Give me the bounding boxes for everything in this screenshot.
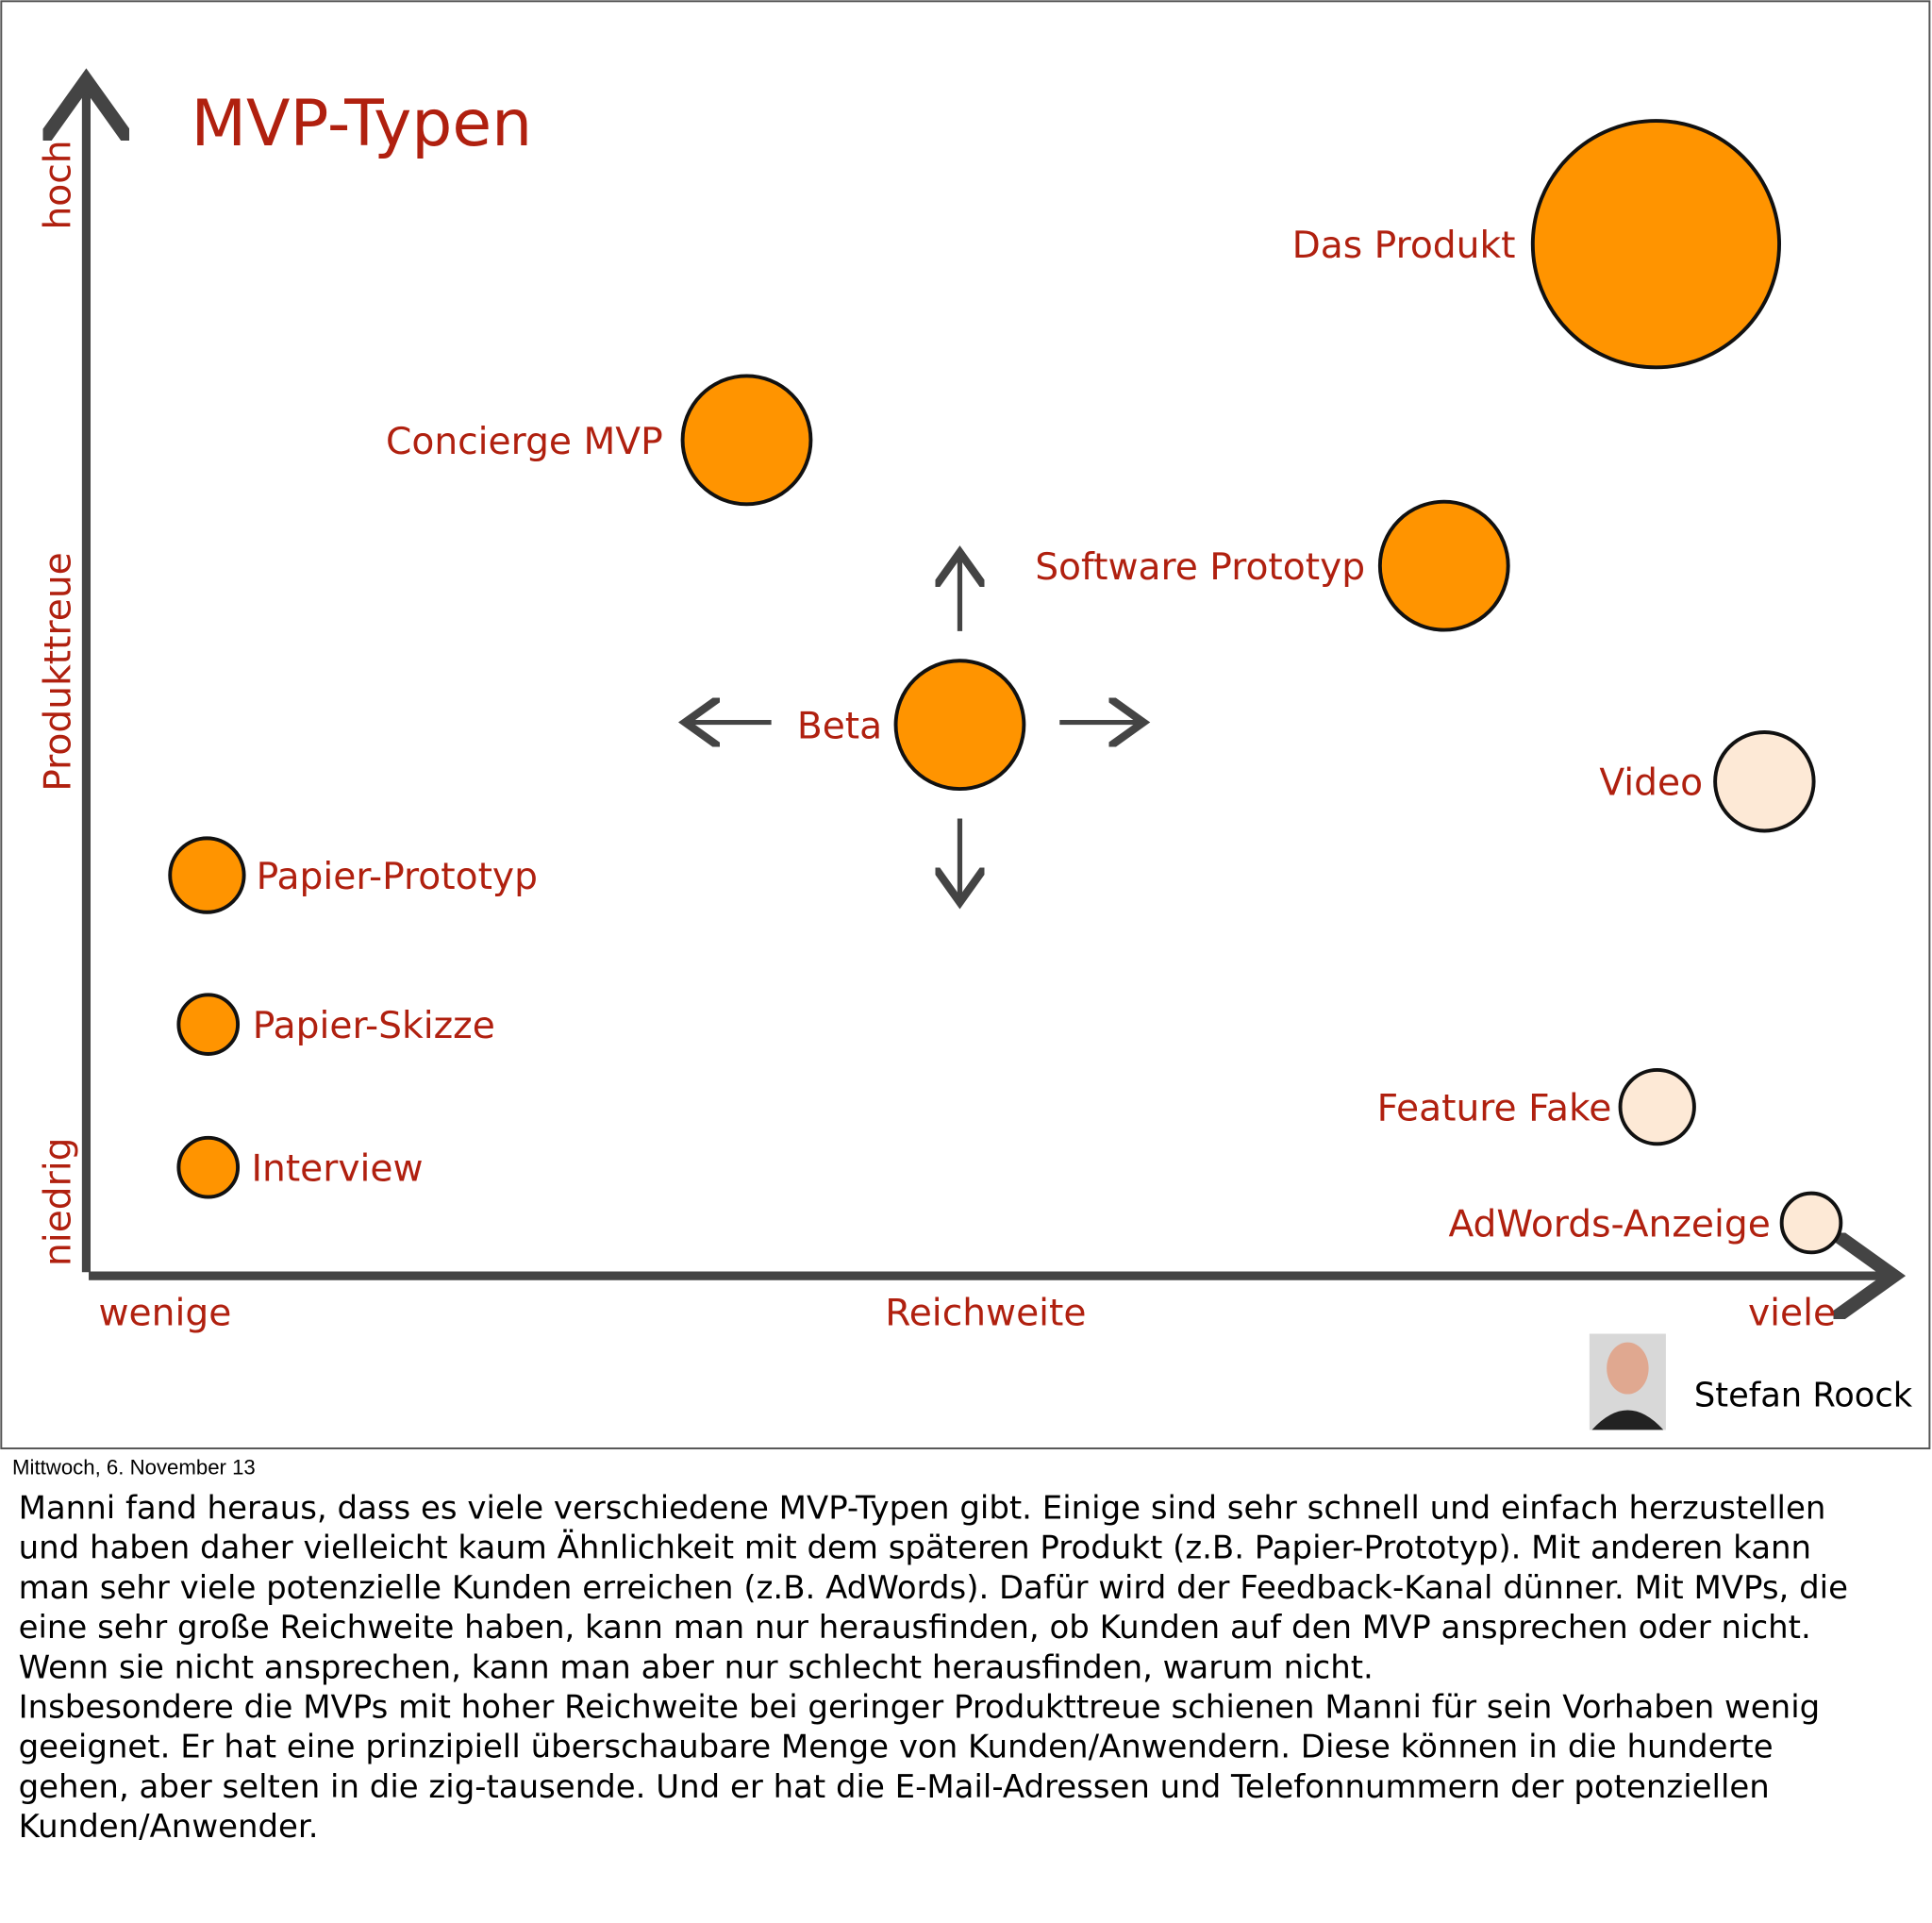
node-circle — [176, 993, 241, 1056]
note-line: und haben daher vielleicht kaum Ähnlichk… — [19, 1530, 1811, 1567]
author-photo — [1589, 1333, 1666, 1430]
node-label: Software Prototyp — [1035, 546, 1365, 589]
note-line: Kunden/Anwender. — [19, 1808, 319, 1846]
node-circle — [680, 374, 813, 507]
node-circle — [1618, 1068, 1696, 1146]
node-circle — [168, 836, 246, 914]
photo-face — [1607, 1342, 1649, 1395]
node-circle — [1779, 1191, 1843, 1255]
photo-body — [1591, 1410, 1664, 1430]
node-circle — [1530, 119, 1781, 370]
y-bottom-label: niedrig — [37, 1137, 79, 1266]
note-line: Insbesondere die MVPs mit hoher Reichwei… — [19, 1688, 1821, 1726]
node-label: Beta — [797, 706, 882, 748]
node-label: AdWords-Anzeige — [1448, 1203, 1770, 1246]
note-line: eine sehr große Reichweite haben, kann m… — [19, 1609, 1811, 1647]
node-label: Papier-Prototyp — [257, 856, 538, 898]
node-circle — [1377, 499, 1510, 632]
note-line: Wenn sie nicht ansprechen, kann man aber… — [19, 1648, 1374, 1686]
note-line: gehen, aber selten in die zig-tausende. … — [19, 1768, 1770, 1806]
note-line: Manni fand heraus, dass es viele verschi… — [19, 1489, 1826, 1527]
x-right-label: viele — [1748, 1292, 1836, 1334]
x-axis-label: Reichweite — [885, 1292, 1086, 1334]
beta-arrows — [690, 557, 1138, 897]
node-label: Video — [1599, 762, 1703, 805]
x-left-label: wenige — [98, 1292, 231, 1334]
date: Mittwoch, 6. November 13 — [12, 1455, 256, 1479]
node-label: Das Produkt — [1292, 225, 1516, 267]
node-label: Papier-Skizze — [253, 1005, 495, 1047]
node-label: Concierge MVP — [386, 421, 663, 463]
y-axis-label: Produkttreue — [37, 552, 79, 792]
y-top-label: hoch — [37, 140, 79, 229]
author: Stefan Roock — [1694, 1377, 1913, 1415]
node-circle — [1713, 730, 1816, 833]
node-label: Feature Fake — [1377, 1088, 1612, 1130]
node-circle — [893, 659, 1026, 792]
node-circle — [176, 1135, 241, 1199]
note-line: geeignet. Er hat eine prinzipiell übersc… — [19, 1729, 1774, 1766]
title: MVP-Typen — [191, 87, 532, 161]
node-label: Interview — [251, 1148, 423, 1191]
note-line: man sehr viele potenzielle Kunden erreic… — [19, 1569, 1848, 1607]
